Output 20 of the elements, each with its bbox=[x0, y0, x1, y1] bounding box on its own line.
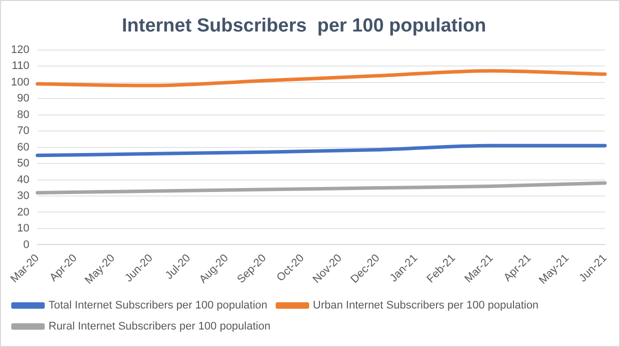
y-tick-label: 0 bbox=[23, 238, 30, 251]
line-series bbox=[36, 181, 607, 194]
y-tick-label: 80 bbox=[17, 108, 30, 121]
y-tick-label: 70 bbox=[17, 125, 30, 138]
y-tick-label: 10 bbox=[17, 222, 30, 235]
line-series bbox=[36, 144, 607, 158]
y-tick-label: 100 bbox=[10, 76, 30, 88]
y-tick-label: 90 bbox=[17, 92, 30, 105]
y-tick-label: 50 bbox=[17, 158, 30, 170]
y-tick-label: 40 bbox=[17, 174, 30, 186]
legend-label: Urban Internet Subscribers per 100 population bbox=[312, 300, 539, 312]
y-tick-label: 120 bbox=[10, 44, 30, 56]
y-tick-label: 30 bbox=[17, 190, 30, 202]
y-tick-label: 20 bbox=[17, 206, 30, 218]
line-series bbox=[36, 69, 607, 88]
y-tick-label: 110 bbox=[12, 60, 30, 72]
y-tick-label: 60 bbox=[17, 141, 30, 154]
chart-title: Internet Subscribers per 100 population bbox=[122, 16, 486, 37]
legend-label: Rural Internet Subscribers per 100 population bbox=[48, 320, 270, 333]
legend-label: Total Internet Subscribers per 100 population bbox=[48, 300, 268, 312]
